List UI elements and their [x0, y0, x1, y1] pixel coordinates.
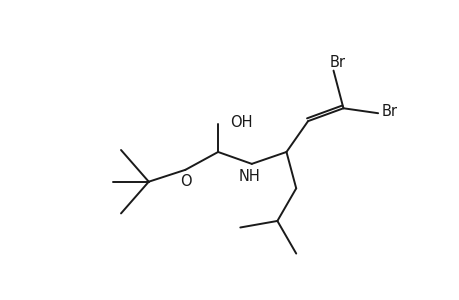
Text: NH: NH — [238, 169, 260, 184]
Text: OH: OH — [230, 115, 252, 130]
Text: Br: Br — [329, 55, 345, 70]
Text: O: O — [180, 174, 192, 189]
Text: Br: Br — [381, 104, 397, 119]
